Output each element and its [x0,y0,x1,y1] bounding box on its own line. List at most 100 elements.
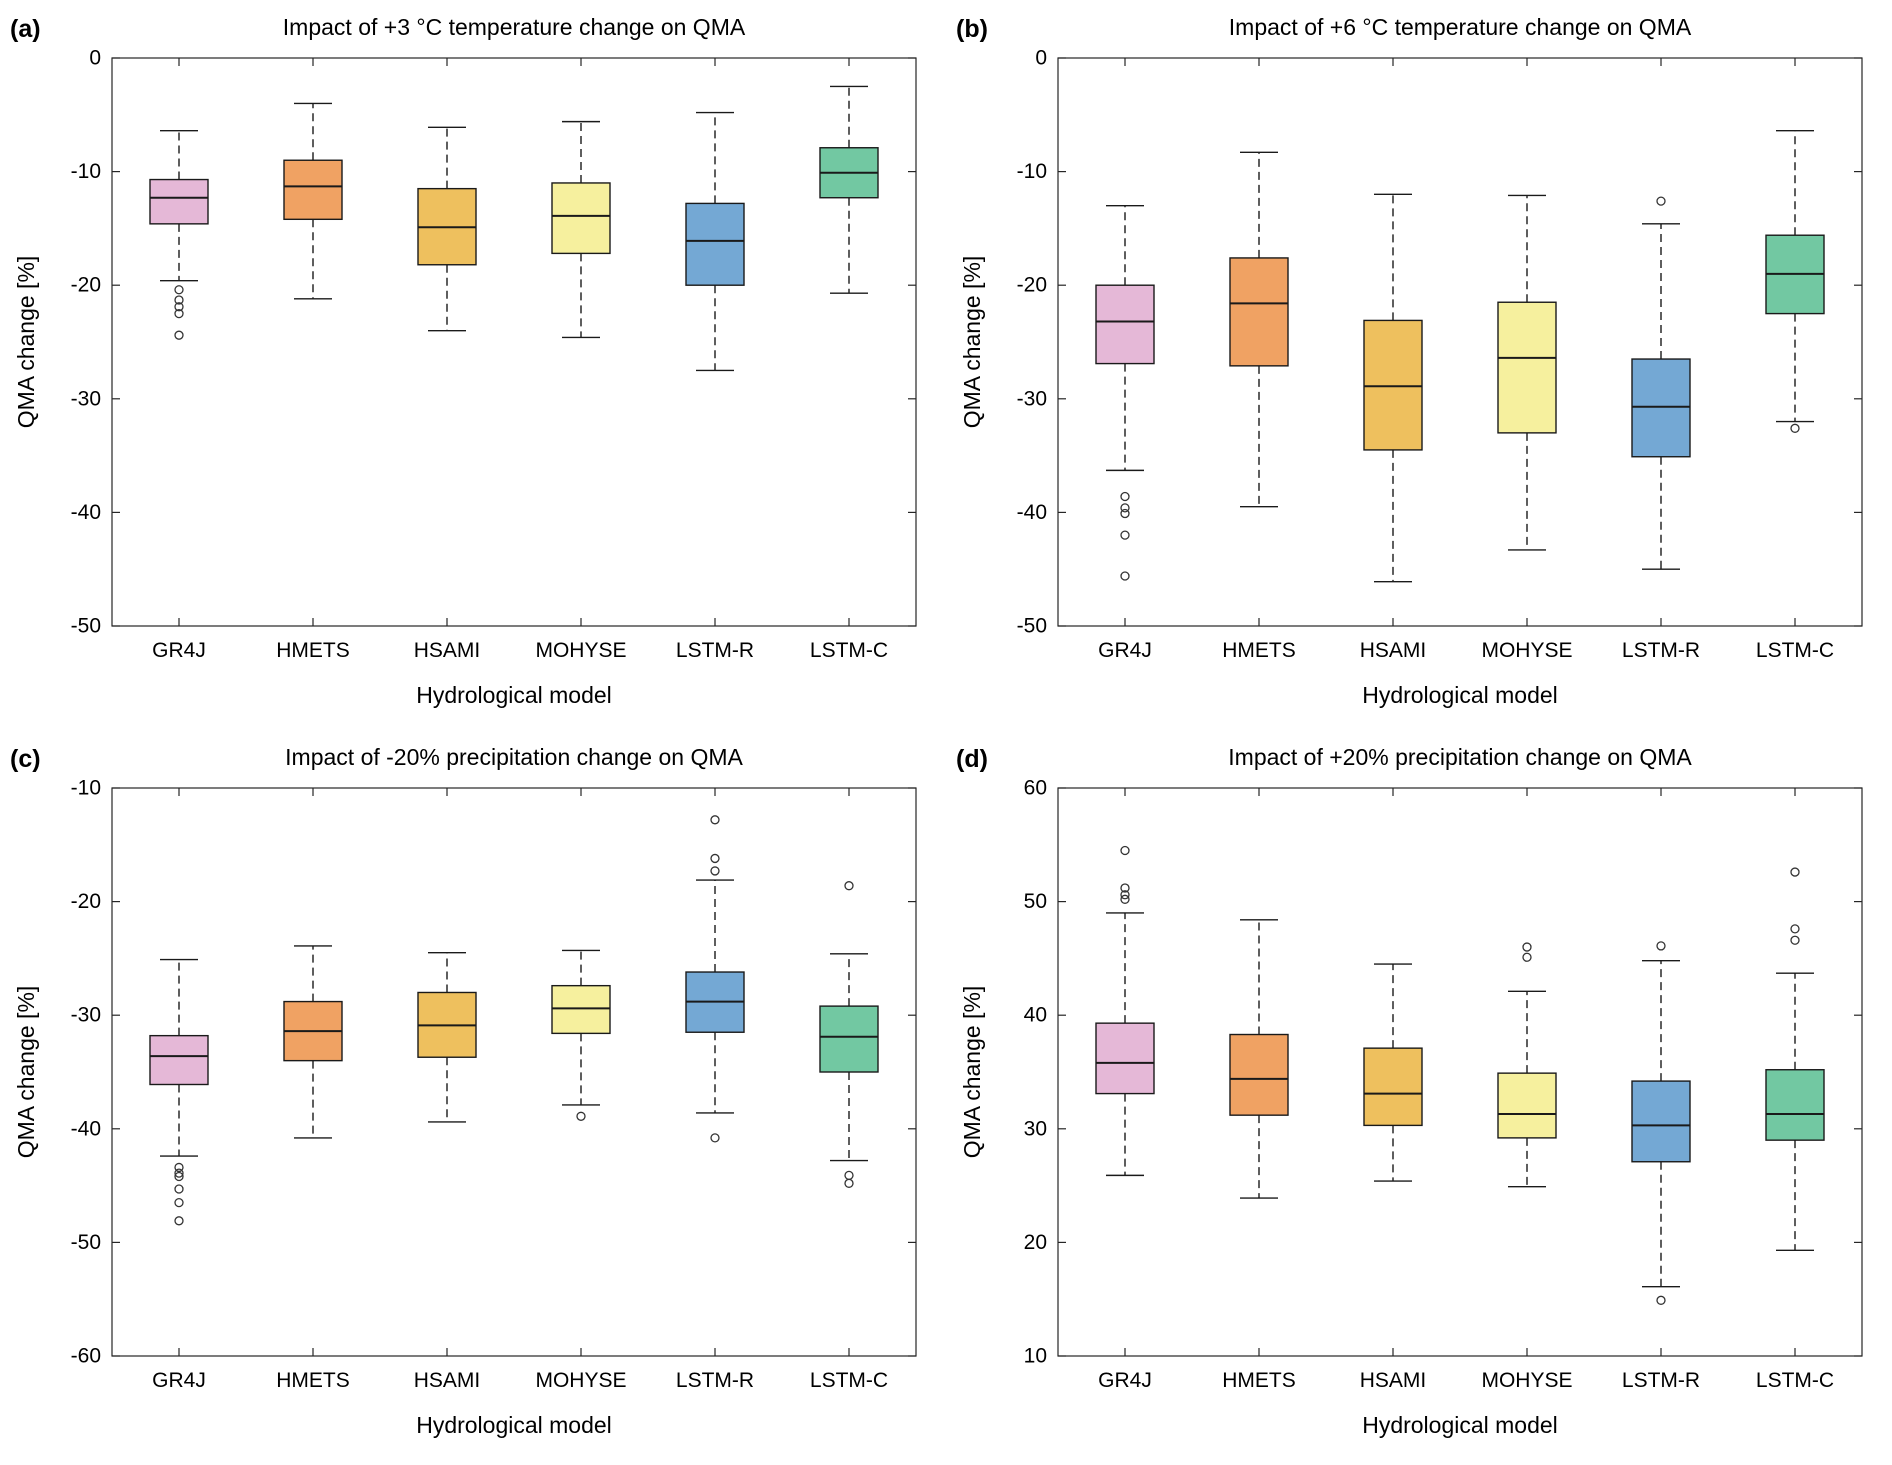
outlier-point [1656,1295,1666,1305]
iqr-box [283,159,343,221]
outlier-point [174,285,184,295]
iqr-box [1095,284,1155,365]
iqr-box [1631,358,1691,458]
outlier-point [1790,423,1800,433]
outlier-point [174,308,184,319]
y-tick-label: 40 [1024,1004,1047,1027]
x-tick-label: HSAMI [1360,1369,1427,1392]
box-GR4J [149,130,209,340]
outlier-point [1120,508,1130,519]
box-HMETS [283,102,343,300]
axes-box [111,787,917,1357]
x-axis-label: Hydrological model [1362,682,1558,708]
x-tick-label: HMETS [276,1369,350,1392]
outlier-point [1522,952,1532,962]
y-tick-label: -40 [71,501,101,524]
axes-box [1057,57,1863,627]
x-tick-label: GR4J [1098,639,1152,662]
panel-c: -10 -20 -30 -40 -50 -60 GR4J HMETS HSAMI MOHYSE LS… [0,730,946,1460]
iqr-box [1229,257,1289,367]
outlier-point [1120,491,1130,502]
x-tick-label: LSTM-R [676,1369,754,1392]
outlier-point [1522,942,1532,952]
outlier-point [174,1171,184,1182]
box-LSTM-R [685,111,745,372]
y-tick-label: 30 [1024,1117,1047,1140]
x-tick-label: HSAMI [1360,639,1427,662]
y-tick-label: -50 [1017,615,1047,638]
outlier-point [1790,867,1800,877]
x-tick-label: LSTM-C [810,639,888,662]
x-tick-label: LSTM-R [676,639,754,662]
panel-title: Impact of +3 °C temperature change on QM… [283,14,746,40]
box-HSAMI [1363,963,1423,1182]
y-tick-label: -30 [71,387,101,410]
y-tick-label: -20 [71,274,101,297]
x-tick-label: MOHYSE [535,1369,626,1392]
boxplot-panel-c: -10 -20 -30 -40 -50 -60 GR4J HMETS HSAMI MOHYSE LS… [10,744,917,1438]
y-axis-label: QMA change [%] [13,256,39,429]
outlier-point [174,302,184,312]
iqr-box [149,178,209,225]
box-HSAMI [417,126,477,332]
panel-d: 60 50 40 30 20 10 GR4J HMETS HSAMI MOHYSE LSTM-R LS… [946,730,1892,1460]
outlier-point [844,1178,854,1188]
x-tick-label: HMETS [276,639,350,662]
box-LSTM-R [1631,941,1691,1305]
panel-letter: (a) [10,15,41,43]
outlier-point [710,866,720,876]
x-tick-label: LSTM-R [1622,1369,1700,1392]
outlier-point [1656,941,1666,951]
panel-title: Impact of +20% precipitation change on Q… [1228,744,1692,770]
boxplot-panel-d: 60 50 40 30 20 10 GR4J HMETS HSAMI MOHYSE LSTM-R LS… [956,744,1863,1438]
x-tick-label: LSTM-R [1622,639,1700,662]
y-axis-label: QMA change [%] [959,986,985,1159]
iqr-box [1765,1069,1825,1141]
y-tick-label: -60 [71,1345,101,1368]
iqr-box [1363,1047,1423,1127]
x-axis-label: Hydrological model [416,1412,612,1438]
iqr-box [685,202,745,286]
x-tick-label: GR4J [152,1369,206,1392]
x-tick-label: LSTM-C [810,1369,888,1392]
box-HSAMI [1363,193,1423,583]
axes-box [1057,787,1863,1357]
outlier-point [576,1111,586,1121]
box-HMETS [1229,919,1289,1199]
box-GR4J [1095,204,1155,581]
y-tick-label: -50 [71,1231,101,1254]
axes-box [111,57,917,627]
y-tick-label: -50 [71,615,101,638]
panel-letter: (b) [956,15,988,43]
iqr-box [1229,1033,1289,1116]
y-tick-label: 10 [1024,1345,1047,1368]
iqr-box [1497,1072,1557,1139]
outlier-point [174,1184,184,1194]
box-LSTM-C [819,85,879,294]
outlier-point [1120,503,1130,513]
box-MOHYSE [551,949,611,1121]
x-tick-label: LSTM-C [1756,1369,1834,1392]
outlier-point [1790,924,1800,934]
outlier-point [1120,845,1130,856]
x-tick-label: HSAMI [414,1369,481,1392]
iqr-box [149,1034,209,1086]
y-tick-label: -10 [71,777,101,800]
x-axis-label: Hydrological model [416,682,612,708]
panel-letter: (d) [956,745,988,773]
y-tick-label: 20 [1024,1231,1047,1254]
iqr-box [551,182,611,255]
y-tick-label: -40 [71,1117,101,1140]
box-LSTM-C [1765,130,1825,433]
y-tick-label: -40 [1017,501,1047,524]
y-tick-label: 60 [1024,777,1047,800]
box-MOHYSE [1497,194,1557,551]
panel-b: 0 -10 -20 -30 -40 -50 GR4J HMETS HSAMI MOHYSE LSTM… [946,0,1892,730]
boxplot-panel-a: 0 -10 -20 -30 -40 -50 GR4J HMETS HSAMI MOHYSE LSTM… [10,14,917,708]
y-tick-label: 50 [1024,890,1047,913]
iqr-box [1095,1022,1155,1095]
y-tick-label: -30 [71,1004,101,1027]
x-tick-label: HMETS [1222,1369,1296,1392]
iqr-box [1631,1080,1691,1163]
